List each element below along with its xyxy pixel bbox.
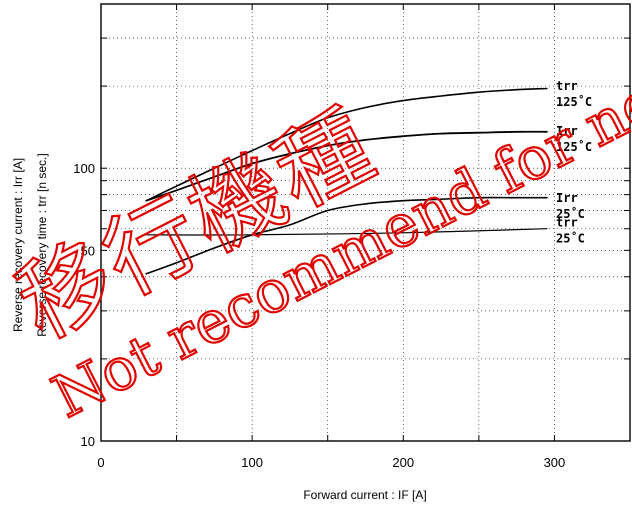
x-tick-label: 300: [544, 455, 566, 470]
curve-label-name-1: Irr: [556, 124, 578, 138]
curve-label-temp-2: 25˚C: [556, 206, 585, 221]
y-tick-label: 10: [81, 434, 95, 449]
curve-label-temp-1: 125˚C: [556, 139, 592, 154]
series-line-3: [145, 228, 548, 236]
curve-label-name-3: trr: [556, 216, 578, 230]
x-tick-label: 0: [97, 455, 104, 470]
series-line-1: [145, 130, 548, 202]
y-tick-label: 100: [73, 161, 95, 176]
series-line-0: [145, 87, 548, 202]
y-tick-label: 50: [81, 243, 95, 258]
x-tick-label: 100: [241, 455, 263, 470]
x-axis-title: Forward current : IF [A]: [303, 488, 426, 502]
x-tick-label: 200: [392, 455, 414, 470]
series-line-2: [145, 196, 548, 275]
tick-layer: 0 100 200 300 10 50 100: [73, 4, 630, 470]
curve-label-temp-0: 125˚C: [556, 94, 592, 109]
y-axis-title-trr: Reverse recovery time : trr [n sec.]: [35, 153, 49, 336]
curve-label-temp-3: 25˚C: [556, 231, 585, 246]
plot-frame: [100, 3, 631, 442]
watermark: 移行機種 Not recommend for new design.: [0, 0, 632, 432]
curve-label-name-2: Irr: [556, 191, 578, 205]
y-axis-title-irr: Reverse recovery current : Irr [A]: [11, 158, 25, 332]
curve-label-name-0: trr: [556, 79, 578, 93]
series-layer: [145, 87, 548, 275]
